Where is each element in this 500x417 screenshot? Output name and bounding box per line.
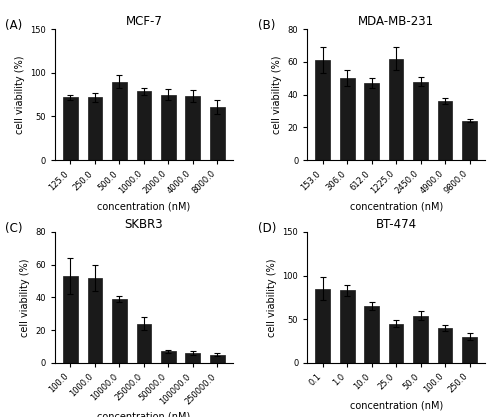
Bar	[186, 353, 200, 363]
Bar	[462, 121, 477, 160]
Bar	[63, 276, 78, 363]
Text: (D): (D)	[258, 221, 276, 234]
X-axis label: concentration (nM): concentration (nM)	[350, 400, 443, 410]
Bar	[316, 289, 330, 363]
Bar	[210, 354, 224, 363]
Text: (A): (A)	[5, 19, 22, 32]
Bar	[88, 97, 102, 160]
X-axis label: concentration (nM): concentration (nM)	[97, 201, 190, 211]
Text: (B): (B)	[258, 19, 275, 32]
Title: SKBR3: SKBR3	[124, 218, 163, 231]
X-axis label: concentration (nM): concentration (nM)	[97, 412, 190, 417]
Bar	[63, 97, 78, 160]
Bar	[186, 96, 200, 160]
Bar	[462, 337, 477, 363]
Bar	[364, 306, 379, 363]
Text: (C): (C)	[5, 221, 22, 234]
Bar	[88, 278, 102, 363]
X-axis label: concentration (nM): concentration (nM)	[350, 201, 443, 211]
Title: MCF-7: MCF-7	[126, 15, 162, 28]
Y-axis label: cell viability (%): cell viability (%)	[14, 55, 24, 134]
Bar	[414, 81, 428, 160]
Y-axis label: cell viability (%): cell viability (%)	[272, 55, 282, 134]
Bar	[210, 107, 224, 160]
Bar	[112, 299, 126, 363]
Bar	[364, 83, 379, 160]
Title: BT-474: BT-474	[376, 218, 416, 231]
Bar	[438, 101, 452, 160]
Bar	[389, 324, 404, 363]
Bar	[340, 290, 354, 363]
Bar	[438, 328, 452, 363]
Bar	[389, 59, 404, 160]
Y-axis label: cell viability (%): cell viability (%)	[20, 258, 30, 337]
Bar	[414, 316, 428, 363]
Bar	[340, 78, 354, 160]
Bar	[161, 95, 176, 160]
Y-axis label: cell viability (%): cell viability (%)	[267, 258, 277, 337]
Bar	[136, 324, 151, 363]
Bar	[136, 91, 151, 160]
Bar	[112, 81, 126, 160]
Bar	[316, 60, 330, 160]
Title: MDA-MB-231: MDA-MB-231	[358, 15, 434, 28]
Bar	[161, 352, 176, 363]
